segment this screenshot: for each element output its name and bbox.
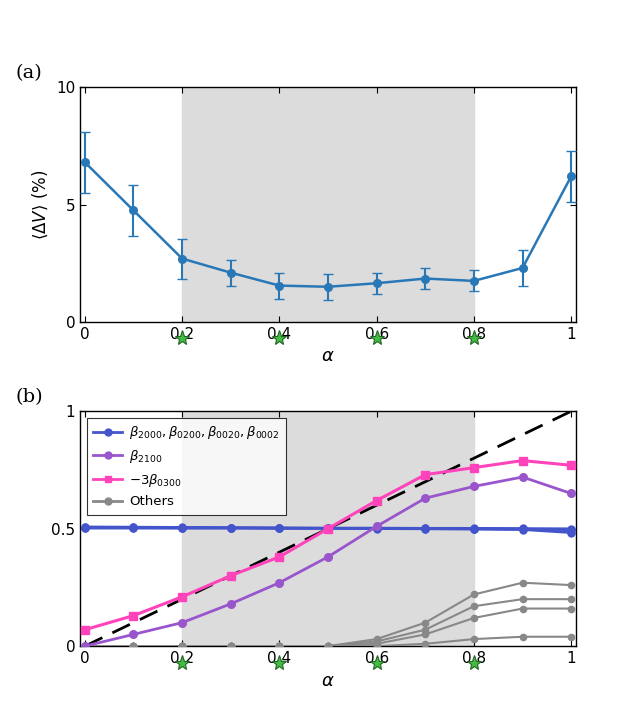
Text: (b): (b)	[15, 388, 43, 406]
Legend: $\beta_{2000}, \beta_{0200}, \beta_{0020}, \beta_{0002}$, $\beta_{2100}$, $-3\be: $\beta_{2000}, \beta_{0200}, \beta_{0020…	[86, 418, 286, 515]
Bar	[182, 411, 328, 646]
Bar	[328, 411, 474, 646]
X-axis label: $\alpha$: $\alpha$	[321, 672, 335, 690]
X-axis label: $\alpha$: $\alpha$	[321, 348, 335, 365]
Text: (a): (a)	[15, 64, 42, 82]
Y-axis label: $\langle \Delta V \rangle$ (%): $\langle \Delta V \rangle$ (%)	[31, 169, 51, 240]
Bar	[182, 87, 474, 322]
